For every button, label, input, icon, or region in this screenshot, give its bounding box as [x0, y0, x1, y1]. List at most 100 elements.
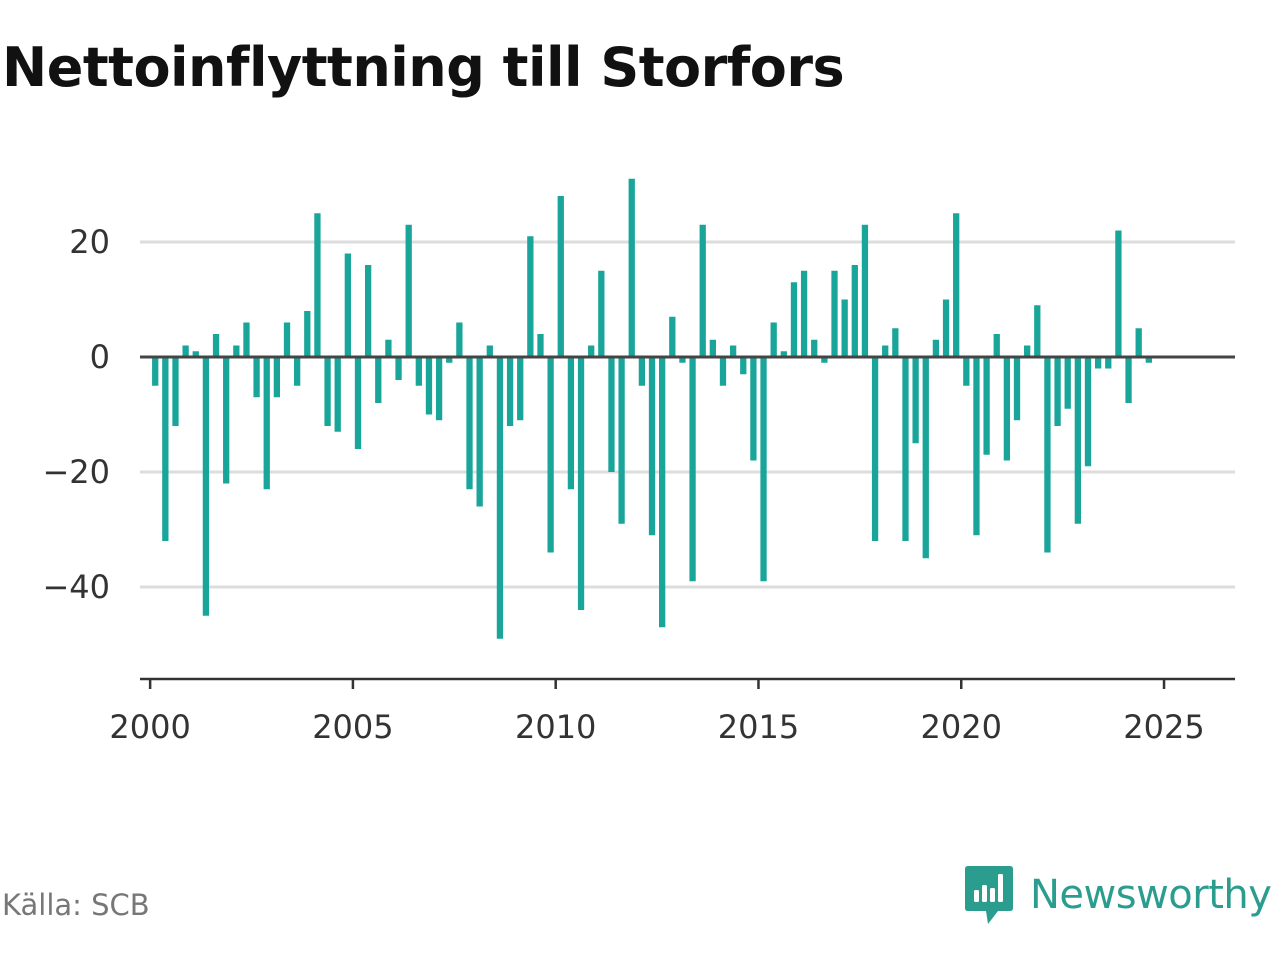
- bar: [892, 328, 899, 357]
- bar: [1064, 357, 1071, 409]
- x-tick-label: 2005: [312, 708, 393, 746]
- bar: [314, 213, 321, 357]
- bar: [790, 282, 798, 357]
- bar: [1044, 357, 1051, 553]
- bar: [1054, 357, 1061, 426]
- bar: [1145, 357, 1152, 363]
- bar: [871, 357, 879, 541]
- bar: [800, 270, 808, 357]
- bar: [1024, 345, 1031, 357]
- bar: [577, 357, 585, 610]
- tick-labels: 20 0 −20 −40 2000 2005 2010 2015 2020 2025: [42, 223, 1204, 746]
- bar: [851, 265, 858, 357]
- bar: [861, 224, 869, 357]
- bar: [547, 357, 554, 553]
- bar: [223, 357, 230, 484]
- bar: [537, 334, 544, 357]
- bar: [679, 357, 686, 363]
- bar: [496, 357, 504, 639]
- bar: [1135, 328, 1142, 357]
- y-tick-label: −40: [42, 568, 110, 606]
- x-tick-label: 2025: [1123, 708, 1204, 746]
- bar: [912, 357, 919, 444]
- bar: [243, 322, 250, 357]
- bar: [517, 357, 524, 421]
- bar: [233, 345, 240, 357]
- bar: [557, 196, 564, 357]
- bar: [446, 357, 453, 363]
- bar: [283, 322, 291, 357]
- bar: [628, 178, 635, 357]
- source-note: Källa: SCB: [2, 888, 150, 922]
- bar: [750, 357, 757, 461]
- bar: [567, 357, 575, 490]
- axes: [140, 355, 1235, 689]
- bar: [598, 270, 605, 357]
- bar: [709, 339, 716, 357]
- bar: [506, 357, 514, 426]
- grid-lines: [140, 240, 1235, 589]
- bar: [425, 357, 433, 415]
- bar: [608, 357, 615, 472]
- bar: [415, 357, 422, 386]
- bar: [740, 357, 747, 375]
- bar: [963, 357, 970, 386]
- brand-logo[interactable]: Newsworthy: [964, 864, 1272, 926]
- bar: [699, 224, 706, 357]
- bar: [375, 357, 382, 403]
- bar: [932, 339, 940, 357]
- x-tick-label: 2000: [109, 708, 190, 746]
- bar: [192, 351, 199, 357]
- bar: [253, 357, 260, 398]
- bar: [486, 345, 493, 357]
- bar: [1034, 305, 1041, 357]
- bar: [831, 270, 838, 357]
- bar: [821, 357, 828, 363]
- bar: [760, 357, 767, 582]
- bar: [922, 357, 929, 559]
- bar: [719, 357, 727, 386]
- bar: [324, 357, 331, 426]
- bar: [618, 357, 625, 524]
- y-tick-label: −20: [42, 453, 110, 491]
- bar: [385, 339, 392, 357]
- bar: [1105, 357, 1112, 369]
- bar: [405, 224, 412, 357]
- bar: [1125, 357, 1132, 403]
- bar: [1003, 357, 1011, 461]
- bar: [659, 357, 666, 628]
- bar: [202, 357, 210, 616]
- bar: [882, 345, 889, 357]
- bar: [1115, 230, 1122, 357]
- bar: [304, 311, 311, 357]
- bar: [902, 357, 909, 541]
- bar: [527, 236, 534, 357]
- bar: [1084, 357, 1092, 467]
- bar: [354, 357, 362, 449]
- bar: [466, 357, 473, 490]
- bar: [811, 339, 818, 357]
- y-tick-label: 0: [90, 338, 110, 376]
- bar: [841, 299, 848, 357]
- bar: [364, 265, 372, 357]
- bar: [273, 357, 281, 398]
- bar: [648, 357, 656, 536]
- bar: [263, 357, 270, 490]
- bar: [344, 253, 351, 357]
- bar: [729, 345, 737, 357]
- bar: [983, 357, 990, 455]
- bar: [1094, 357, 1102, 369]
- bar: [689, 357, 696, 582]
- bar: [172, 357, 179, 426]
- newsworthy-logo-icon: [965, 866, 1013, 924]
- x-tick-label: 2015: [718, 708, 799, 746]
- chart-title: Nettoinflyttning till Storfors: [2, 36, 845, 99]
- bar: [770, 322, 777, 357]
- bar: [476, 357, 483, 507]
- bar: [953, 213, 960, 357]
- bar: [334, 357, 341, 432]
- bar: [780, 351, 787, 357]
- bar: [669, 316, 676, 357]
- x-tick-label: 2010: [515, 708, 596, 746]
